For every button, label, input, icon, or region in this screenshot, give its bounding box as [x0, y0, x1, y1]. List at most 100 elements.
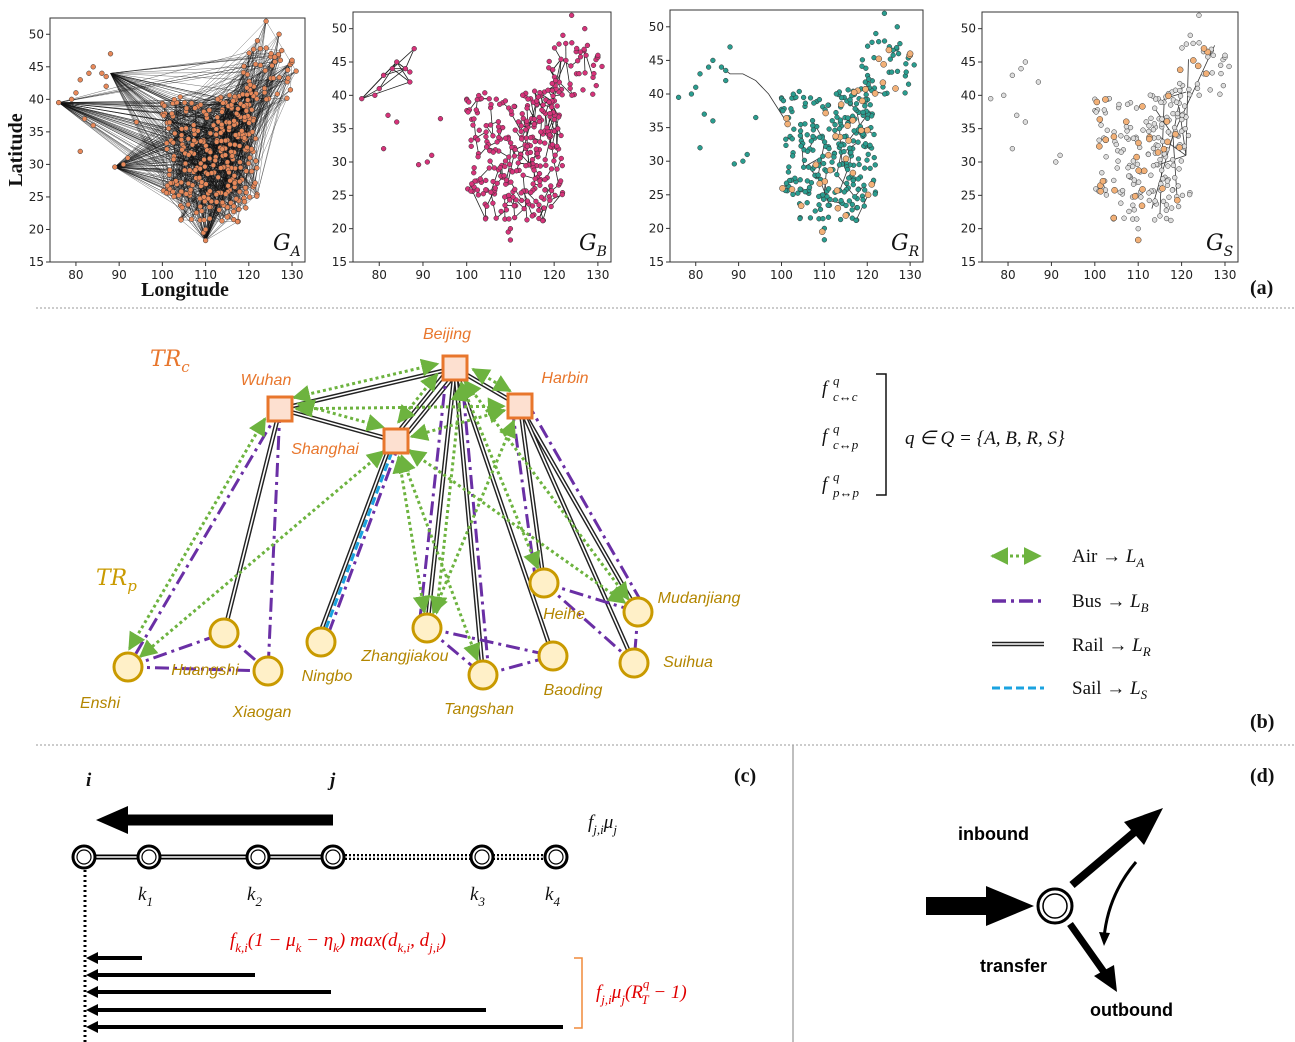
peripheral-city-label: Heihe: [543, 606, 585, 623]
panel-b: TRc TRp Beijing Wuhan Harbin Shanghai Enshi H…: [80, 326, 1274, 733]
x-tick-label: 120: [856, 268, 879, 282]
panel-label-c: (c): [734, 765, 756, 787]
y-tick-label: 35: [649, 121, 664, 135]
nodes: [988, 12, 1232, 244]
graph-label: GS: [1206, 231, 1233, 260]
y-tick-label: 45: [29, 60, 44, 74]
subplot-S: 80 90 100 110 120 130 50 45 40 35 30 25 20 15 GS: [961, 11, 1239, 282]
svg-text:Air → LA: Air → LA: [1072, 546, 1144, 570]
station-node: [71, 844, 97, 870]
formula-red-2: fj,iμj(Rq T − 1): [596, 976, 687, 1007]
peripheral-city-node: [112, 651, 144, 683]
x-tick-label: 100: [151, 268, 174, 282]
y-tick-label: 25: [332, 188, 347, 202]
k2-label: k2: [247, 884, 262, 909]
tr-c-label: TRc: [150, 347, 190, 376]
plot-frame: [981, 11, 1239, 263]
inbound-arrow: [926, 897, 988, 915]
peripheral-city-node: [411, 612, 443, 644]
network-nodes: Beijing Wuhan Harbin Shanghai Enshi Huangshi X…: [80, 326, 740, 721]
x-tick-label: 120: [1170, 268, 1193, 282]
legend-sail: Sail → LS: [992, 678, 1148, 702]
station-node: [320, 844, 346, 870]
x-tick-label: 110: [194, 268, 217, 282]
y-tick-label: 15: [332, 255, 347, 269]
peripheral-city-label: Tangshan: [444, 701, 514, 718]
subplot-R: 80 90 100 110 120 130 50 45 40 35 30 25 20 15 GR: [649, 9, 924, 282]
x-tick-label: 120: [237, 268, 260, 282]
outbound-label: outbound: [1090, 1000, 1173, 1020]
x-tick-label: 110: [813, 268, 836, 282]
y-tick-label: 35: [961, 122, 976, 136]
y-tick-label: 35: [29, 125, 44, 139]
peripheral-city-node: [305, 626, 337, 658]
y-tick-label: 30: [961, 155, 976, 169]
inbound-label: inbound: [958, 824, 1029, 844]
graph-label: GB: [579, 231, 607, 260]
x-tick-label: 80: [688, 268, 703, 282]
y-tick-label: 40: [961, 88, 976, 102]
y-tick-label: 50: [649, 20, 664, 34]
core-city-node: [506, 392, 534, 420]
core-city-node: [441, 354, 469, 382]
peripheral-city-label: Huangshi: [171, 662, 239, 679]
y-tick-label: 50: [332, 22, 347, 36]
node-j-label: j: [327, 770, 336, 791]
subplot-B: 80 90 100 110 120 130 50 45 40 35 30 25 20 15 GB: [332, 11, 612, 282]
core-city-label: Beijing: [423, 326, 471, 343]
peripheral-city-label: Ningbo: [302, 668, 353, 685]
y-tick-label: 45: [961, 55, 976, 69]
y-tick-label: 20: [961, 222, 976, 236]
x-tick-label: 90: [112, 268, 127, 282]
transfer-curve-arrow: [1102, 861, 1138, 939]
transfer-label: transfer: [980, 956, 1047, 976]
flow-types: f q c↔c f q c↔p f q p↔p q ∈ Q = {A, B, R, S}: [822, 373, 1065, 500]
plot-frame: [352, 11, 612, 263]
x-tick-label: 130: [1214, 268, 1237, 282]
flow-pp: f q p↔p: [822, 469, 860, 500]
x-tick-label: 130: [281, 268, 304, 282]
peripheral-city-label: Zhangjiakou: [360, 648, 448, 665]
core-city-node: [266, 395, 294, 423]
peripheral-city-label: Enshi: [80, 695, 120, 712]
peripheral-city-label: Mudanjiang: [658, 590, 741, 607]
panel-label-a: (a): [1250, 277, 1273, 299]
panel-d: (d) inbound transfer outbound: [926, 765, 1274, 1020]
nodes: [359, 12, 605, 243]
nodes: [55, 18, 299, 244]
core-city-label: Harbin: [541, 370, 588, 387]
peripheral-city-label: Xiaogan: [232, 704, 292, 721]
peripheral-city-node: [467, 659, 499, 691]
peripheral-city-node: [622, 596, 654, 628]
nodes: [675, 10, 917, 243]
x-tick-label: 90: [731, 268, 746, 282]
outbound-arrow-up: [1069, 826, 1140, 889]
y-tick-label: 45: [332, 55, 347, 69]
y-tick-label: 20: [29, 222, 44, 236]
peripheral-city-node: [537, 640, 569, 672]
x-tick-label: 100: [1083, 268, 1106, 282]
subplot-A: 80 90 100 110 120 130 50 45 40 35 30 25 20 15 GA: [29, 17, 306, 282]
peripheral-city-node: [618, 647, 650, 679]
outbound-arrow-down: [1067, 921, 1107, 975]
y-tick-label: 25: [961, 188, 976, 202]
x-tick-label: 100: [455, 268, 478, 282]
legend-rail: Rail → LR: [992, 635, 1151, 659]
core-city-label: Wuhan: [241, 372, 292, 389]
y-tick-label: 45: [649, 53, 664, 67]
y-tick-label: 50: [961, 22, 976, 36]
y-tick-label: 15: [649, 255, 664, 269]
transfer-arrows: [86, 952, 563, 1033]
node-i-label: i: [86, 770, 92, 791]
core-city-node: [382, 427, 410, 455]
edges: [58, 21, 297, 241]
panel-label-b: (b): [1250, 711, 1274, 733]
station-node: [469, 844, 495, 870]
x-tick-label: 80: [372, 268, 387, 282]
svg-text:Rail → LR: Rail → LR: [1072, 635, 1151, 659]
x-tick-label: 130: [586, 268, 609, 282]
legend-air: Air → LA: [990, 546, 1144, 570]
y-axis-label: Latitude: [5, 113, 27, 186]
y-tick-label: 20: [332, 222, 347, 236]
svg-text:Sail → LS: Sail → LS: [1072, 678, 1148, 702]
